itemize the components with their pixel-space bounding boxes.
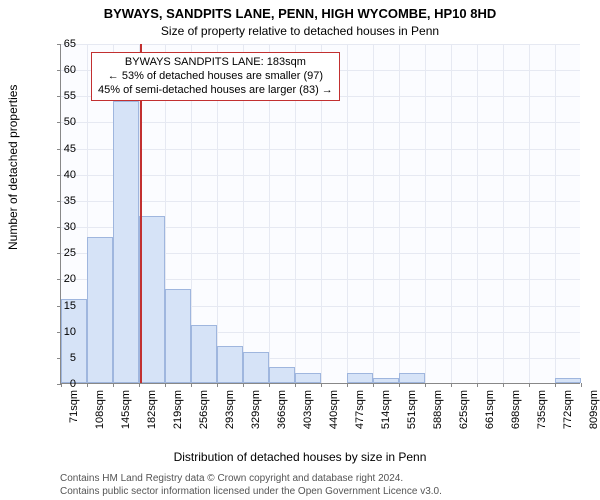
xtick-label: 293sqm — [224, 390, 236, 440]
plot-area: BYWAYS SANDPITS LANE: 183sqm ← 53% of de… — [60, 44, 580, 384]
xtick-mark — [269, 383, 270, 387]
xtick-label: 625sqm — [458, 390, 470, 440]
ytick-label: 15 — [46, 300, 76, 312]
gridline-v — [529, 44, 530, 383]
xtick-mark — [217, 383, 218, 387]
xtick-mark — [529, 383, 530, 387]
histogram-bar — [191, 325, 217, 383]
gridline-v — [373, 44, 374, 383]
ytick-label: 35 — [46, 195, 76, 207]
histogram-bar — [217, 346, 243, 383]
xtick-label: 219sqm — [172, 390, 184, 440]
gridline-v — [503, 44, 504, 383]
xtick-mark — [425, 383, 426, 387]
xtick-label: 809sqm — [588, 390, 600, 440]
histogram-bar — [399, 373, 425, 383]
ytick-label: 65 — [46, 38, 76, 50]
xtick-label: 329sqm — [250, 390, 262, 440]
xtick-mark — [165, 383, 166, 387]
xtick-label: 440sqm — [328, 390, 340, 440]
xtick-mark — [113, 383, 114, 387]
chart-container: BYWAYS, SANDPITS LANE, PENN, HIGH WYCOMB… — [0, 0, 600, 500]
xtick-label: 256sqm — [198, 390, 210, 440]
xtick-mark — [373, 383, 374, 387]
histogram-bar — [269, 367, 295, 383]
gridline-v — [347, 44, 348, 383]
gridline-v — [425, 44, 426, 383]
footer-line-1: Contains HM Land Registry data © Crown c… — [60, 473, 442, 486]
annotation-line-2: ← 53% of detached houses are smaller (97… — [98, 70, 333, 84]
xtick-mark — [477, 383, 478, 387]
xtick-mark — [87, 383, 88, 387]
xtick-label: 108sqm — [94, 390, 106, 440]
xtick-label: 588sqm — [432, 390, 444, 440]
xtick-label: 698sqm — [510, 390, 522, 440]
xtick-mark — [295, 383, 296, 387]
histogram-bar — [113, 101, 139, 383]
histogram-bar — [555, 378, 581, 383]
xtick-mark — [321, 383, 322, 387]
xtick-mark — [581, 383, 582, 387]
footer-text: Contains HM Land Registry data © Crown c… — [60, 473, 442, 498]
histogram-bar — [139, 216, 165, 383]
ytick-label: 0 — [46, 378, 76, 390]
xtick-label: 772sqm — [562, 390, 574, 440]
x-axis-label: Distribution of detached houses by size … — [0, 450, 600, 464]
ytick-label: 45 — [46, 143, 76, 155]
histogram-bar — [243, 352, 269, 383]
xtick-label: 145sqm — [120, 390, 132, 440]
y-axis-label: Number of detached properties — [6, 85, 20, 250]
xtick-label: 661sqm — [484, 390, 496, 440]
xtick-label: 71sqm — [68, 390, 80, 440]
chart-title-sub: Size of property relative to detached ho… — [0, 24, 600, 38]
chart-title-main: BYWAYS, SANDPITS LANE, PENN, HIGH WYCOMB… — [0, 6, 600, 21]
ytick-label: 5 — [46, 352, 76, 364]
ytick-label: 40 — [46, 169, 76, 181]
gridline-v — [555, 44, 556, 383]
xtick-label: 735sqm — [536, 390, 548, 440]
gridline-v — [399, 44, 400, 383]
xtick-mark — [191, 383, 192, 387]
ytick-label: 50 — [46, 116, 76, 128]
ytick-label: 30 — [46, 221, 76, 233]
xtick-label: 366sqm — [276, 390, 288, 440]
annotation-line-3: 45% of semi-detached houses are larger (… — [98, 84, 333, 98]
xtick-label: 551sqm — [406, 390, 418, 440]
histogram-bar — [347, 373, 373, 383]
xtick-label: 403sqm — [302, 390, 314, 440]
ytick-label: 55 — [46, 90, 76, 102]
xtick-label: 514sqm — [380, 390, 392, 440]
histogram-bar — [373, 378, 399, 383]
footer-line-2: Contains public sector information licen… — [60, 486, 442, 499]
xtick-mark — [139, 383, 140, 387]
xtick-mark — [451, 383, 452, 387]
gridline-v — [477, 44, 478, 383]
histogram-bar — [87, 237, 113, 383]
xtick-mark — [399, 383, 400, 387]
annotation-line-1: BYWAYS SANDPITS LANE: 183sqm — [98, 56, 333, 70]
xtick-mark — [503, 383, 504, 387]
xtick-mark — [243, 383, 244, 387]
gridline-v — [451, 44, 452, 383]
marker-annotation: BYWAYS SANDPITS LANE: 183sqm ← 53% of de… — [91, 52, 340, 101]
xtick-label: 477sqm — [354, 390, 366, 440]
histogram-bar — [165, 289, 191, 383]
histogram-bar — [61, 299, 87, 383]
xtick-label: 182sqm — [146, 390, 158, 440]
xtick-mark — [555, 383, 556, 387]
xtick-mark — [347, 383, 348, 387]
ytick-label: 60 — [46, 64, 76, 76]
ytick-label: 25 — [46, 247, 76, 259]
ytick-label: 20 — [46, 273, 76, 285]
histogram-bar — [295, 373, 321, 383]
ytick-label: 10 — [46, 326, 76, 338]
